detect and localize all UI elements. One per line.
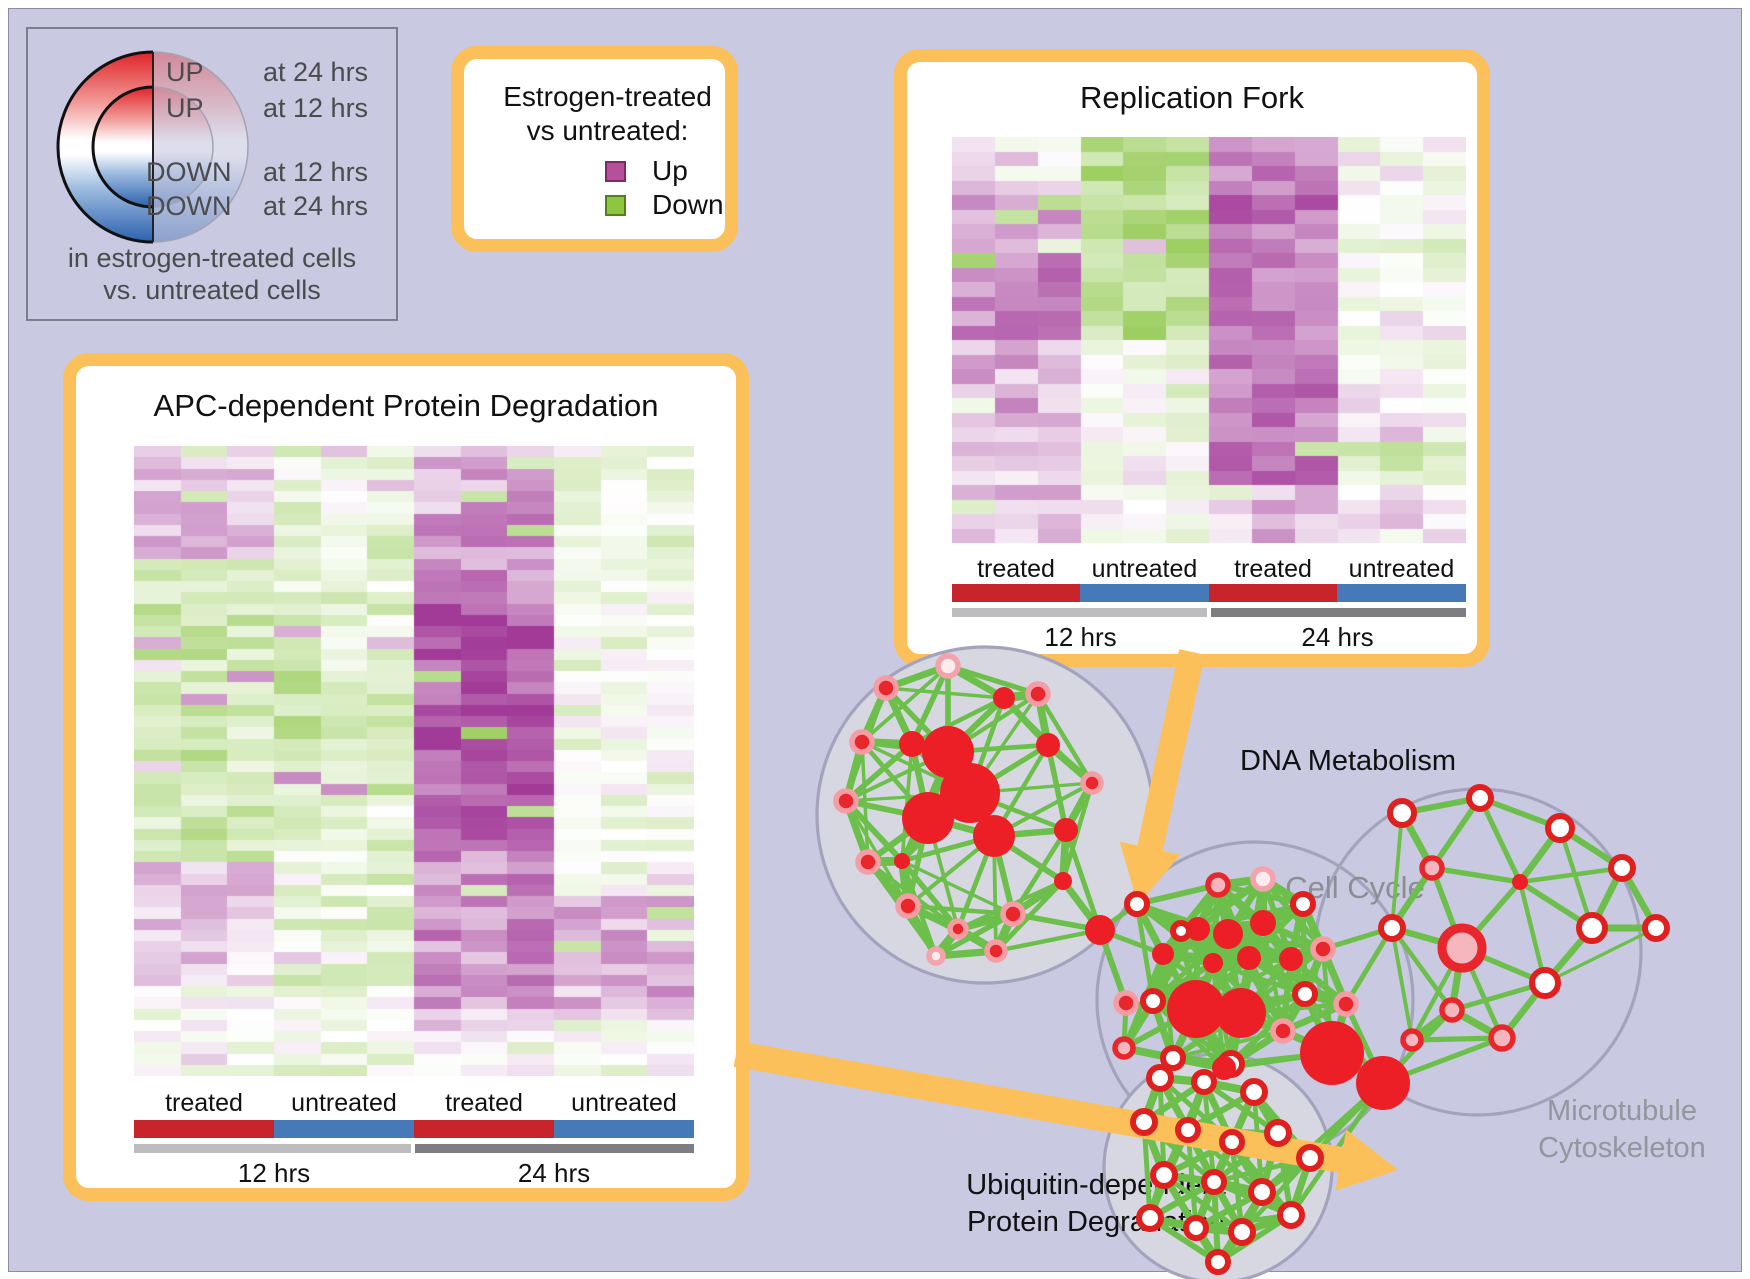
time-24-bar: [415, 1144, 694, 1153]
ring-legend-box: UP at 24 hrs UP at 12 hrs DOWN at 12 hrs…: [26, 27, 398, 321]
rf-cond-untreated-24: untreated: [1348, 555, 1455, 583]
expression-ring-legend-icon: [56, 50, 249, 244]
treated-color-bar: [952, 584, 1080, 602]
replication-fork-title: Replication Fork: [1080, 80, 1304, 115]
apc-panel-title: APC-dependent Protein Degradation: [153, 388, 659, 423]
heatmap-apc: [134, 446, 694, 1076]
untreated-color-bar: [274, 1120, 414, 1138]
apc-cond-untreated-12: untreated: [291, 1089, 397, 1117]
replication-fork-panel: Replication Fork treated untreated treat…: [894, 49, 1490, 667]
ring-up12-time: at 12 hrs: [263, 93, 369, 123]
expression-legend-box: Estrogen-treated vs untreated: Up Down: [451, 46, 738, 252]
rf-time-12: 12 hrs: [1044, 622, 1117, 652]
ring-down24-direction: DOWN: [146, 191, 232, 221]
rf-cond-treated-24: treated: [1234, 555, 1312, 583]
ring-caption-line1: in estrogen-treated cells: [67, 243, 357, 273]
expression-legend-title-line1: Estrogen-treated: [503, 81, 712, 112]
rf-cond-untreated-12: untreated: [1091, 555, 1198, 583]
time-12-bar: [952, 608, 1207, 617]
ring-up12-direction: UP: [166, 93, 204, 123]
ring-caption-line2: vs. untreated cells: [103, 275, 321, 305]
down-color-swatch: [605, 195, 626, 216]
rf-cond-treated-12: treated: [977, 555, 1055, 583]
time-24-bar: [1211, 608, 1466, 617]
rf-time-24: 24 hrs: [1301, 622, 1374, 652]
untreated-color-bar: [1080, 584, 1209, 602]
up-color-swatch: [605, 161, 626, 182]
ring-down12-time: at 12 hrs: [263, 157, 369, 187]
expression-legend-title-line2: vs untreated:: [526, 115, 689, 146]
apc-time-24: 24 hrs: [517, 1158, 591, 1188]
apc-cond-treated-24: treated: [445, 1089, 523, 1117]
ring-down24-time: at 24 hrs: [263, 191, 369, 221]
down-swatch-label: Down: [652, 189, 724, 220]
apc-cond-untreated-24: untreated: [571, 1089, 677, 1117]
treated-color-bar: [1209, 584, 1337, 602]
heatmap-rf: [952, 137, 1466, 543]
figure-background: UP at 24 hrs UP at 12 hrs DOWN at 12 hrs…: [8, 8, 1742, 1272]
untreated-color-bar: [1337, 584, 1466, 602]
treated-color-bar: [414, 1120, 554, 1138]
apc-cond-treated-12: treated: [165, 1089, 243, 1117]
apc-degradation-panel: APC-dependent Protein Degradation treate…: [63, 353, 749, 1201]
apc-time-12: 12 hrs: [237, 1158, 311, 1188]
ring-up24-direction: UP: [166, 57, 204, 87]
untreated-color-bar: [554, 1120, 694, 1138]
ring-up24-time: at 24 hrs: [263, 57, 369, 87]
treated-color-bar: [134, 1120, 274, 1138]
up-swatch-label: Up: [652, 155, 688, 186]
ring-down12-direction: DOWN: [146, 157, 232, 187]
time-12-bar: [134, 1144, 411, 1153]
